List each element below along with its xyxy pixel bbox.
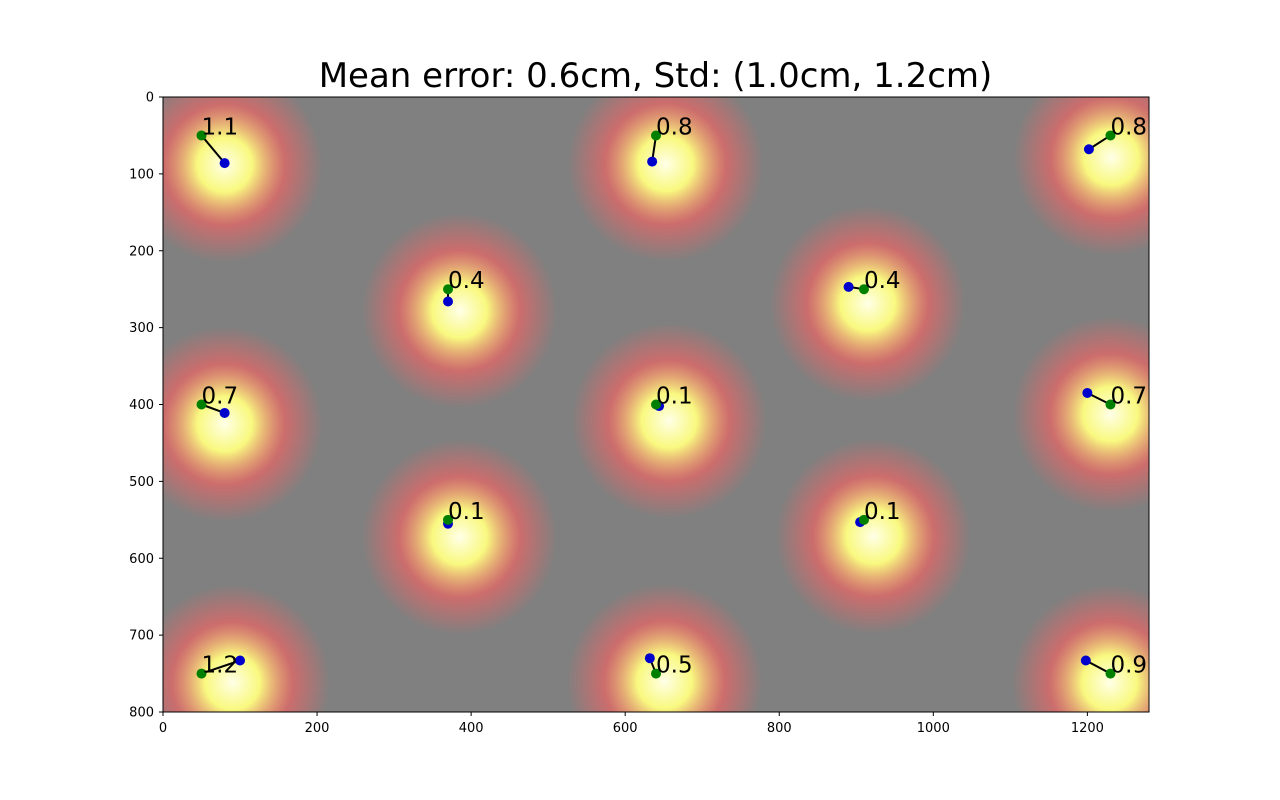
target-point bbox=[443, 514, 454, 525]
x-tick-label: 800 bbox=[767, 721, 792, 736]
error-label: 1.2 bbox=[202, 653, 239, 679]
estimate-point bbox=[647, 156, 658, 167]
x-axis: 0 200 400 600 800 1000 1200 bbox=[159, 712, 1104, 736]
heat-blob bbox=[361, 212, 558, 409]
heat-blob bbox=[775, 438, 972, 635]
heatmap-background bbox=[163, 97, 1149, 712]
plot-area: 1.1 0.8 0.8 0.4 0.4 0.7 0.1 0.7 0.1 0.1 1.2 0.5 0.9 bbox=[163, 97, 1149, 712]
calibration-point: 0.7 bbox=[196, 384, 239, 418]
heat-blob bbox=[571, 322, 768, 519]
error-label: 0.8 bbox=[656, 114, 693, 140]
calibration-point: 0.4 bbox=[843, 268, 901, 295]
calibration-point: 0.8 bbox=[647, 114, 693, 167]
error-label: 0.4 bbox=[448, 268, 485, 294]
error-label: 0.7 bbox=[1110, 384, 1147, 410]
heat-blob bbox=[1012, 316, 1149, 513]
calibration-point: 0.1 bbox=[855, 499, 901, 528]
error-line bbox=[200, 134, 226, 164]
heat-blob bbox=[567, 97, 764, 262]
target-point bbox=[196, 130, 207, 141]
target-point bbox=[651, 130, 661, 141]
error-label: 0.4 bbox=[864, 268, 901, 294]
y-tick-label: 100 bbox=[129, 167, 154, 182]
y-tick-label: 600 bbox=[129, 552, 154, 567]
y-tick-label: 800 bbox=[129, 706, 154, 721]
error-label: 0.1 bbox=[656, 384, 693, 410]
heat-blob bbox=[566, 583, 763, 712]
target-point bbox=[1105, 668, 1116, 679]
error-line bbox=[201, 659, 241, 675]
y-tick-label: 400 bbox=[129, 398, 154, 413]
y-tick-label: 200 bbox=[129, 244, 154, 259]
calibration-point: 0.4 bbox=[443, 268, 485, 307]
calibration-point: 0.7 bbox=[1082, 384, 1147, 410]
calibration-point: 1.2 bbox=[196, 653, 246, 679]
estimate-point bbox=[235, 655, 246, 666]
calibration-point: 1.1 bbox=[196, 114, 239, 169]
target-point bbox=[651, 399, 661, 410]
calibration-point: 0.9 bbox=[1080, 653, 1147, 679]
calibration-point: 0.1 bbox=[651, 384, 693, 412]
target-point bbox=[1105, 130, 1116, 141]
heat-blob bbox=[769, 205, 966, 402]
target-point bbox=[1105, 399, 1116, 410]
target-point bbox=[651, 668, 661, 679]
estimate-point bbox=[1083, 144, 1094, 155]
chart-title: Mean error: 0.6cm, Std: (1.0cm, 1.2cm) bbox=[319, 56, 993, 96]
x-tick-label: 200 bbox=[305, 721, 330, 736]
heat-blob bbox=[1013, 97, 1149, 256]
error-label: 0.5 bbox=[656, 653, 693, 679]
calibration-point: 0.8 bbox=[1083, 114, 1147, 155]
error-label: 1.1 bbox=[202, 114, 239, 140]
error-label: 0.1 bbox=[864, 499, 901, 525]
heat-blob bbox=[163, 584, 331, 712]
y-tick-label: 500 bbox=[129, 475, 154, 490]
x-tick-label: 400 bbox=[459, 721, 484, 736]
estimate-point bbox=[219, 158, 230, 169]
estimate-point bbox=[843, 281, 854, 292]
calibration-point: 0.5 bbox=[644, 653, 693, 679]
estimate-point bbox=[443, 296, 454, 307]
x-tick-label: 0 bbox=[159, 721, 167, 736]
y-tick-label: 700 bbox=[129, 629, 154, 644]
target-point bbox=[196, 668, 207, 679]
heat-blob bbox=[1011, 584, 1149, 712]
target-point bbox=[858, 284, 869, 295]
calibration-point: 0.1 bbox=[443, 499, 485, 529]
heat-blob bbox=[361, 439, 558, 636]
error-markers: 1.1 0.8 0.8 0.4 0.4 0.7 0.1 0.7 0.1 0.1 1.2 0.5 0.9 bbox=[196, 114, 1147, 679]
error-label: 0.1 bbox=[448, 499, 485, 525]
target-point bbox=[443, 284, 454, 295]
estimate-point bbox=[644, 653, 655, 664]
error-label: 0.9 bbox=[1110, 653, 1147, 679]
y-axis: 0 100 200 300 400 500 600 700 800 bbox=[129, 91, 163, 721]
y-tick-label: 300 bbox=[129, 321, 154, 336]
y-tick-label: 0 bbox=[146, 91, 154, 106]
estimate-point bbox=[1080, 655, 1091, 666]
heat-blob bbox=[163, 326, 323, 523]
target-point bbox=[196, 399, 207, 410]
x-tick-label: 600 bbox=[613, 721, 638, 736]
x-tick-label: 1200 bbox=[1071, 721, 1104, 736]
estimate-point bbox=[219, 407, 230, 418]
estimate-point bbox=[1082, 387, 1093, 398]
error-label: 0.7 bbox=[202, 384, 239, 410]
target-point bbox=[858, 514, 869, 525]
error-label: 0.8 bbox=[1110, 114, 1147, 140]
x-tick-label: 1000 bbox=[917, 721, 950, 736]
